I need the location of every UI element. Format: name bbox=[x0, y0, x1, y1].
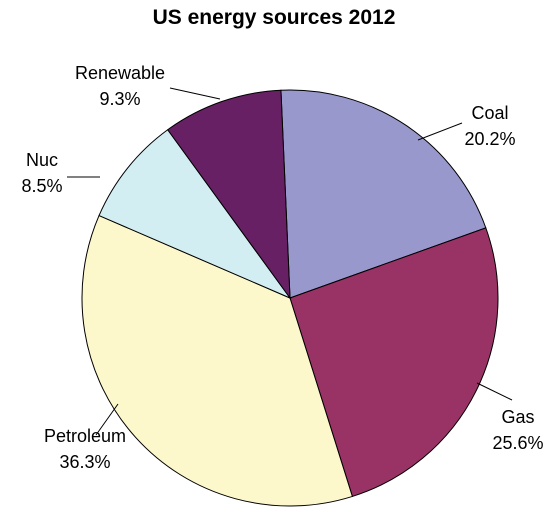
slice-value-renewable: 9.3% bbox=[99, 89, 140, 109]
leader-line-coal bbox=[417, 122, 463, 141]
slice-value-coal: 20.2% bbox=[464, 129, 515, 149]
slice-name-renewable: Renewable bbox=[75, 63, 165, 83]
leader-line-petroleum bbox=[95, 403, 119, 436]
slice-value-petroleum: 36.3% bbox=[59, 452, 110, 472]
pie-slice-petroleum bbox=[81, 214, 354, 507]
leader-line-gas bbox=[476, 382, 513, 401]
chart-title: US energy sources 2012 bbox=[152, 6, 396, 29]
slice-name-gas: Gas bbox=[501, 407, 534, 427]
slice-name-coal: Coal bbox=[471, 103, 508, 123]
slice-name-nuc: Nuc bbox=[26, 150, 58, 170]
pie-slice-renewable bbox=[167, 89, 291, 300]
slice-value-gas: 25.6% bbox=[492, 433, 543, 453]
pie-slice-gas bbox=[289, 227, 499, 498]
slice-value-nuc: 8.5% bbox=[21, 176, 62, 196]
slices-layer bbox=[81, 89, 499, 507]
slice-name-petroleum: Petroleum bbox=[44, 426, 126, 446]
pie-slice-nuc bbox=[98, 129, 292, 300]
leaders-layer bbox=[67, 87, 513, 436]
leader-line-renewable bbox=[169, 87, 221, 100]
